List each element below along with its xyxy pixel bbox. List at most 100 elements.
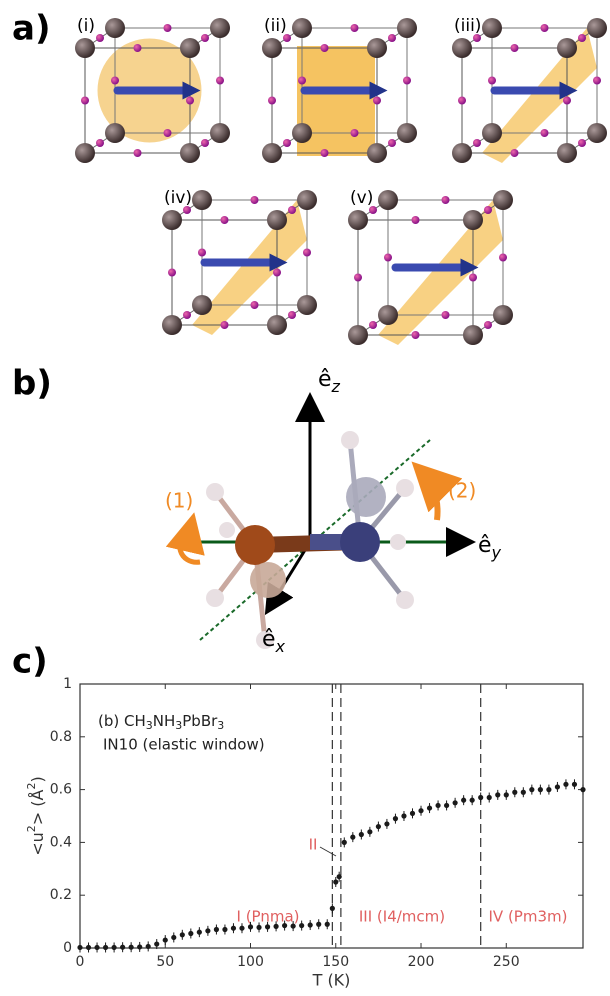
rotation-arrow	[420, 470, 438, 520]
data-point	[282, 923, 287, 928]
data-point	[401, 813, 406, 818]
pb-atom	[180, 143, 200, 163]
halide-atom	[511, 44, 519, 52]
halide-atom	[388, 139, 396, 147]
halide-atom	[458, 97, 466, 105]
atom	[340, 522, 380, 562]
data-point	[222, 927, 227, 932]
pb-atom	[397, 18, 417, 38]
pb-atom	[292, 123, 312, 143]
data-point	[330, 906, 335, 911]
halide-atom	[216, 77, 224, 85]
label-part: )	[28, 776, 47, 782]
atom	[219, 522, 235, 538]
data-point	[572, 782, 577, 787]
pb-atom	[348, 210, 368, 230]
pb-atom	[482, 18, 502, 38]
atom	[346, 477, 386, 517]
data-point	[461, 798, 466, 803]
legend-part: PbBr	[182, 712, 218, 730]
halide-atom	[541, 129, 549, 137]
atom	[235, 525, 275, 565]
cube: (ii)	[262, 16, 417, 163]
pb-atom	[378, 190, 398, 210]
data-point	[308, 922, 313, 927]
halide-atom	[511, 149, 519, 157]
x-tick-label: 200	[408, 954, 435, 970]
cube: (i)	[75, 16, 230, 163]
halide-atom	[351, 129, 359, 137]
orbit-cone	[378, 200, 503, 345]
data-point	[163, 937, 168, 942]
molecule-diagram	[180, 398, 470, 649]
axis-base: ê	[318, 367, 332, 392]
y-tick-label: 0.8	[50, 729, 72, 745]
data-point	[273, 924, 278, 929]
halide-atom	[488, 77, 496, 85]
data-point	[555, 784, 560, 789]
pb-atom	[493, 305, 513, 325]
pb-atom	[262, 143, 282, 163]
pb-atom	[267, 315, 287, 335]
halide-atom	[164, 24, 172, 32]
data-point	[435, 803, 440, 808]
halide-atom	[473, 139, 481, 147]
cube-label: (i)	[77, 16, 95, 36]
data-point	[337, 874, 342, 879]
phase-label: III (I4/mcm)	[359, 908, 445, 926]
atom	[390, 534, 406, 550]
halide-atom	[298, 77, 306, 85]
data-point	[342, 840, 347, 845]
x-tick-label: 50	[156, 954, 174, 970]
data-point	[444, 803, 449, 808]
halide-atom	[384, 254, 392, 262]
pb-atom	[557, 143, 577, 163]
halide-atom	[388, 34, 396, 42]
cube-label: (iii)	[454, 16, 481, 36]
halide-atom	[283, 139, 291, 147]
data-point	[546, 787, 551, 792]
x-tick-label: 250	[493, 954, 520, 970]
halide-atom	[111, 77, 119, 85]
data-point	[146, 944, 151, 949]
data-point	[384, 821, 389, 826]
halide-atom	[369, 321, 377, 329]
pb-atom	[75, 143, 95, 163]
data-point	[418, 808, 423, 813]
halide-atom	[186, 97, 194, 105]
halide-atom	[96, 34, 104, 42]
halide-atom	[251, 301, 259, 309]
halide-atom	[288, 206, 296, 214]
x-tick-label: 150	[322, 954, 349, 970]
cube: (iv)	[162, 188, 317, 335]
data-point	[137, 944, 142, 949]
y-axis-label: <u2> (Å2)	[25, 776, 47, 855]
halide-atom	[198, 249, 206, 257]
halide-atom	[96, 139, 104, 147]
data-point	[197, 930, 202, 935]
legend-part: (b) CH	[98, 712, 146, 730]
halide-atom	[134, 149, 142, 157]
pb-atom	[210, 123, 230, 143]
data-point	[359, 832, 364, 837]
phase-label: IV (Pm3m)	[489, 908, 568, 926]
label-part: <u	[28, 832, 47, 856]
pb-atom	[482, 123, 502, 143]
halide-atom	[578, 139, 586, 147]
halide-atom	[273, 269, 281, 277]
subscript: 3	[217, 719, 224, 732]
x-axis-label: T (K)	[312, 971, 351, 990]
cube: (iii)	[452, 16, 607, 163]
y-tick-label: 1	[63, 676, 72, 692]
data-point	[154, 941, 159, 946]
atom	[206, 589, 224, 607]
data-point	[495, 792, 500, 797]
data-point	[188, 931, 193, 936]
data-point	[504, 792, 509, 797]
data-point	[367, 829, 372, 834]
halide-atom	[351, 24, 359, 32]
pb-atom	[105, 18, 125, 38]
axis-label: êx	[262, 627, 286, 656]
x-tick-label: 0	[76, 954, 85, 970]
rotation-label: (1)	[165, 489, 193, 513]
